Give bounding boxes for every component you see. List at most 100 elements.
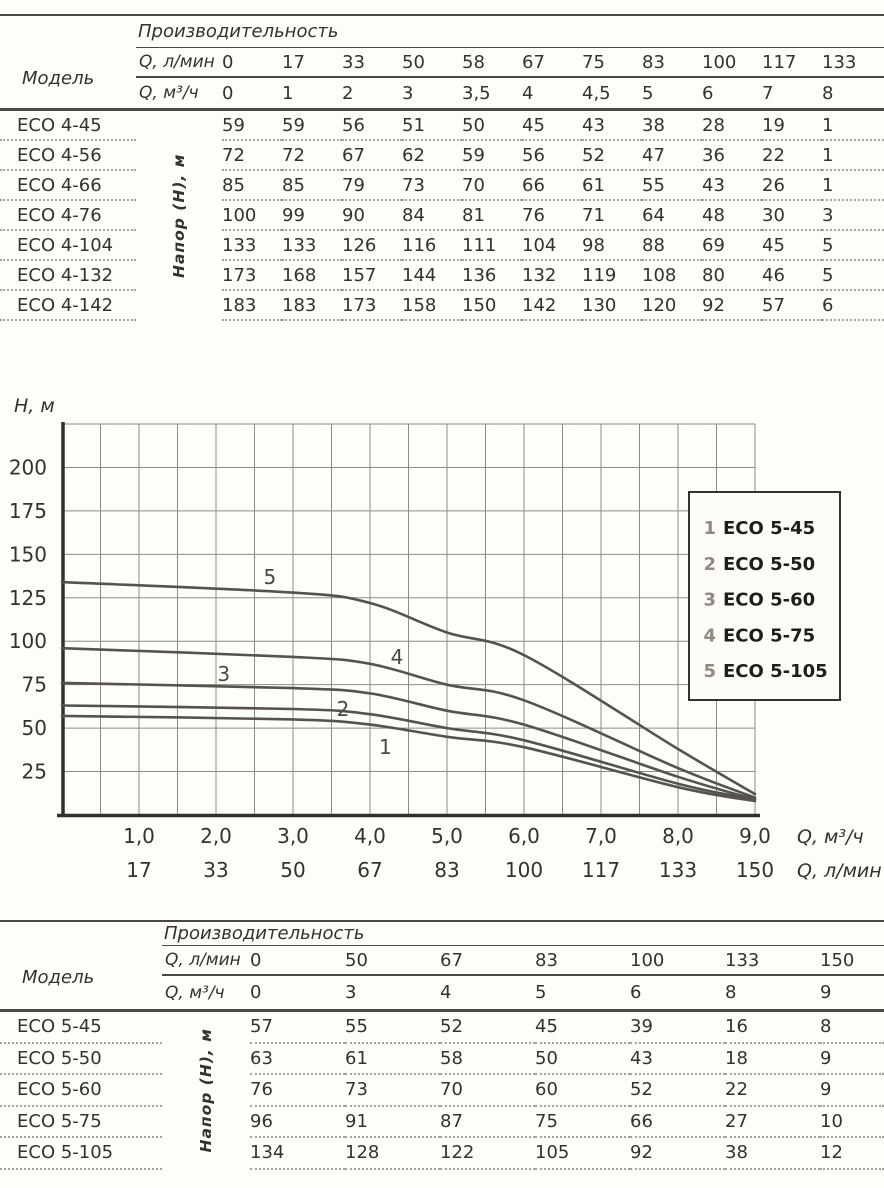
x-tick-lmin: 117 (582, 858, 620, 882)
head-value: 8 (820, 1012, 884, 1044)
q-lmin-value: 17 (282, 51, 305, 73)
legend-item-number: 3 (703, 590, 716, 611)
q-m3h-value: 8 (725, 982, 737, 1003)
head-value: 9 (820, 1044, 884, 1075)
legend-item-name: ECO 5-60 (723, 590, 815, 611)
legend-item-number: 5 (703, 661, 716, 682)
head-value: 12 (820, 1138, 884, 1170)
q-lmin-value: 133 (725, 949, 760, 971)
curve-number-label: 1 (379, 735, 392, 759)
head-value: 85 (222, 171, 282, 201)
head-value: 50 (535, 1044, 630, 1075)
head-value: 18 (725, 1044, 820, 1075)
head-value: 61 (582, 171, 642, 201)
q-lmin-label: Q, л/мин (165, 950, 241, 970)
head-value: 38 (642, 111, 702, 141)
model-name: ECO 4-76 (0, 201, 136, 231)
legend-box (688, 491, 841, 701)
head-value: 57 (250, 1012, 345, 1044)
head-value: 62 (402, 141, 462, 171)
head-value: 98 (582, 231, 642, 261)
head-value: 59 (462, 141, 522, 171)
head-value: 142 (522, 291, 582, 321)
performance-title: Производительность (138, 21, 339, 42)
y-tick-label: 75 (22, 673, 47, 697)
q-m3h-label: Q, м³/ч (139, 83, 199, 103)
head-value: 157 (342, 261, 402, 291)
q-lmin-value: 50 (345, 949, 368, 971)
q-m3h-value: 4 (522, 82, 534, 104)
head-value: 50 (462, 111, 522, 141)
q-lmin-value: 100 (702, 51, 737, 73)
head-value: 43 (630, 1044, 725, 1075)
head-value: 1 (822, 111, 884, 141)
curve-ECO 5-45 (60, 714, 757, 803)
q-m3h-value: 8 (822, 82, 834, 104)
head-value: 9 (820, 1075, 884, 1107)
q-m3h-value: 0 (250, 982, 262, 1003)
curve-number-label: 3 (217, 662, 230, 686)
model-column-header: Модель (22, 67, 95, 89)
eco4-table-body: Напор (Н), м ECO 4-45 59 59 56 51 50 45 43 38 28 1… (0, 111, 884, 321)
table-row: ECO 5-45 57 55 52 45 39 16 8 (0, 1012, 884, 1044)
head-value: 133 (222, 231, 282, 261)
head-value: 39 (630, 1012, 725, 1044)
head-value: 100 (222, 201, 282, 231)
eco5-performance-table: Производительность Q, л/мин 0 50 67 83 100 13… (0, 920, 884, 1170)
x-tick-m3h: 1,0 (123, 824, 155, 848)
performance-title: Производительность (164, 923, 365, 944)
table-row: ECO 5-105 134 128 122 105 92 38 12 (0, 1138, 884, 1170)
q-lmin-value: 33 (342, 51, 365, 73)
q-m3h-value: 1 (282, 82, 294, 104)
head-value: 87 (440, 1107, 535, 1138)
y-axis-title: H, м (14, 395, 55, 417)
head-value: 183 (222, 291, 282, 321)
head-value: 173 (342, 291, 402, 321)
q-m3h-value: 6 (630, 982, 642, 1003)
head-value: 96 (250, 1107, 345, 1138)
legend-item-number: 1 (703, 518, 716, 539)
head-value: 130 (582, 291, 642, 321)
table-row: ECO 4-66 85 85 79 73 70 66 61 55 43 26 1 (0, 171, 884, 201)
q-m3h-value: 2 (342, 82, 354, 104)
head-value: 72 (282, 141, 342, 171)
head-value: 132 (522, 261, 582, 291)
table-row: ECO 4-56 72 72 67 62 59 56 52 47 36 22 1 (0, 141, 884, 171)
q-m3h-value: 4,5 (582, 82, 611, 104)
head-value: 3 (822, 201, 884, 231)
head-value: 22 (762, 141, 822, 171)
head-value: 48 (702, 201, 762, 231)
head-value: 136 (462, 261, 522, 291)
q-m3h-value: 9 (820, 982, 832, 1003)
eco5-table-header: Производительность Q, л/мин 0 50 67 83 100 13… (0, 922, 884, 1012)
q-lmin-value: 50 (402, 51, 425, 73)
x-tick-lmin: 17 (126, 858, 151, 882)
x-tick-lmin: 133 (659, 858, 697, 882)
head-value: 36 (702, 141, 762, 171)
head-value: 122 (440, 1138, 535, 1170)
head-axis-label: Напор (Н), м (170, 153, 188, 279)
y-tick-label: 150 (9, 542, 47, 566)
model-name: ECO 5-105 (0, 1138, 162, 1170)
x-tick-m3h: 7,0 (585, 824, 617, 848)
head-value: 67 (342, 141, 402, 171)
x-tick-lmin: 50 (280, 858, 305, 882)
q-lmin-value: 58 (462, 51, 485, 73)
head-value: 60 (535, 1075, 630, 1107)
q-lmin-value: 67 (522, 51, 545, 73)
q-m3h-label: Q, м³/ч (165, 982, 225, 1003)
head-value: 119 (582, 261, 642, 291)
x-axis-title-lmin: Q, л/мин (797, 860, 882, 882)
head-value: 1 (822, 171, 884, 201)
head-value: 58 (440, 1044, 535, 1075)
head-value: 52 (630, 1075, 725, 1107)
x-tick-lmin: 83 (434, 858, 459, 882)
head-value: 92 (630, 1138, 725, 1170)
head-value: 128 (345, 1138, 440, 1170)
head-value: 52 (582, 141, 642, 171)
head-value: 73 (402, 171, 462, 201)
model-name: ECO 5-45 (0, 1012, 162, 1044)
x-tick-m3h: 8,0 (662, 824, 694, 848)
x-tick-m3h: 3,0 (277, 824, 309, 848)
